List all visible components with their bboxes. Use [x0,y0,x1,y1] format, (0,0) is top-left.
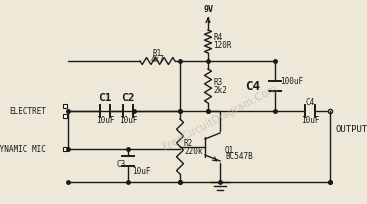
Text: OUTPUT: OUTPUT [335,125,367,134]
Text: FreeCircuitDiagram.Com: FreeCircuitDiagram.Com [161,83,279,152]
Text: DYNAMIC MIC: DYNAMIC MIC [0,145,46,154]
Text: 10uF: 10uF [132,166,150,175]
Text: 9V: 9V [203,5,213,14]
Text: BC547B: BC547B [225,152,253,161]
Text: ELECTRET: ELECTRET [9,107,46,116]
Text: C2: C2 [121,93,135,102]
Text: 4k7: 4k7 [150,55,164,64]
Text: 10uF: 10uF [301,116,319,125]
Text: R3: R3 [213,78,222,87]
Text: C3: C3 [117,159,126,168]
Text: R4: R4 [213,33,222,42]
Text: 100uF: 100uF [280,77,303,86]
Text: Q1: Q1 [225,145,234,154]
Text: C4: C4 [246,80,261,93]
Text: 2k2: 2k2 [213,86,227,95]
Text: R2: R2 [184,138,193,147]
Text: C1: C1 [98,93,112,102]
Text: C4: C4 [305,98,315,107]
Text: 120R: 120R [213,41,232,50]
Text: R1: R1 [153,48,162,57]
Text: 10uF: 10uF [119,116,137,125]
Text: 220k: 220k [184,146,203,155]
Text: 10uF: 10uF [96,116,114,125]
